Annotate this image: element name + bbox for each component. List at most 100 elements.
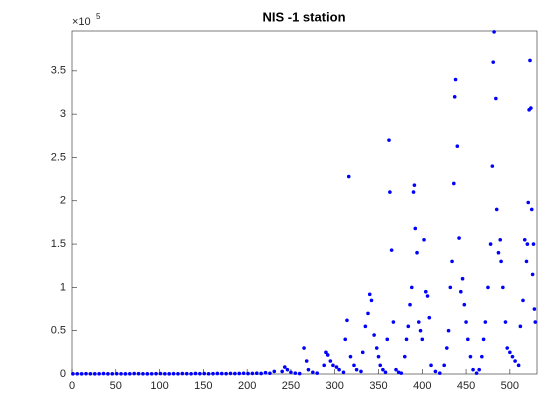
x-tick-label: 450 <box>457 380 475 392</box>
point <box>233 371 237 376</box>
point <box>341 370 346 375</box>
x-tick-label: 0 <box>69 380 75 392</box>
point <box>325 353 330 357</box>
point <box>433 369 438 374</box>
point <box>127 371 132 376</box>
point <box>413 226 418 231</box>
point <box>477 367 482 372</box>
point <box>446 328 451 333</box>
point <box>88 371 93 376</box>
point <box>250 371 255 376</box>
point <box>193 371 198 376</box>
point <box>75 371 80 376</box>
point <box>423 289 428 294</box>
point <box>302 346 306 350</box>
point <box>378 363 383 368</box>
x-tick-label: 350 <box>369 380 387 392</box>
point <box>483 320 488 324</box>
y-tick-label: 2 <box>60 195 66 207</box>
point <box>452 95 457 99</box>
point <box>289 370 293 375</box>
point <box>442 363 446 368</box>
point <box>383 370 388 375</box>
point <box>494 207 499 212</box>
point <box>180 371 185 376</box>
point <box>154 371 158 376</box>
point <box>158 371 163 376</box>
point <box>272 369 277 374</box>
point <box>101 371 106 376</box>
point <box>529 106 533 110</box>
point <box>404 337 409 342</box>
point <box>141 371 145 376</box>
x-tick-label: 300 <box>326 380 344 392</box>
point <box>206 371 211 376</box>
point <box>367 292 372 297</box>
x-tick-label: 400 <box>413 380 431 392</box>
point <box>460 276 465 281</box>
point <box>406 324 411 329</box>
axis-multiplier: ×10 <box>72 16 91 28</box>
point <box>228 371 233 376</box>
point <box>189 371 193 376</box>
point <box>337 367 341 372</box>
x-tick-label: 250 <box>282 380 300 392</box>
point <box>491 60 496 64</box>
x-tick-label: 200 <box>238 380 256 392</box>
point <box>387 138 391 142</box>
point <box>374 346 379 350</box>
point <box>522 237 527 242</box>
point <box>409 285 414 290</box>
point <box>254 371 259 376</box>
point <box>453 77 458 82</box>
point <box>494 96 498 101</box>
y-tick-label: 0 <box>60 368 66 380</box>
point <box>466 337 470 342</box>
point <box>420 337 425 342</box>
point <box>508 350 512 355</box>
point <box>415 250 419 255</box>
point <box>492 30 496 34</box>
point <box>488 242 493 246</box>
point <box>450 259 454 264</box>
point <box>293 371 298 375</box>
point <box>462 302 467 307</box>
point <box>315 371 319 375</box>
point <box>501 285 505 290</box>
y-tick-label: 0.5 <box>51 325 66 337</box>
point <box>215 371 220 376</box>
y-tick-label: 3.5 <box>51 65 66 77</box>
point <box>474 371 479 375</box>
point <box>533 320 538 324</box>
point <box>280 369 284 374</box>
point <box>531 242 536 246</box>
point <box>92 372 97 376</box>
point <box>369 298 374 303</box>
point <box>381 367 385 372</box>
point <box>526 200 531 205</box>
point <box>388 190 392 194</box>
point <box>241 371 246 376</box>
y-tick-label: 1 <box>60 281 66 293</box>
y-tick-label: 3 <box>60 108 66 120</box>
point <box>345 318 349 323</box>
y-tick-label: 2.5 <box>51 151 66 163</box>
point <box>528 58 532 63</box>
point <box>516 363 521 368</box>
point <box>219 371 224 376</box>
point <box>132 371 136 376</box>
point <box>481 337 486 342</box>
x-tick-label: 150 <box>194 380 212 392</box>
point <box>263 370 268 375</box>
chart-title: NIS -1 station <box>262 9 345 24</box>
point <box>348 354 353 359</box>
point <box>268 371 272 376</box>
point <box>334 365 339 369</box>
point <box>425 294 430 298</box>
point <box>429 363 433 368</box>
point <box>448 285 453 290</box>
point <box>331 363 335 368</box>
point <box>399 371 404 375</box>
